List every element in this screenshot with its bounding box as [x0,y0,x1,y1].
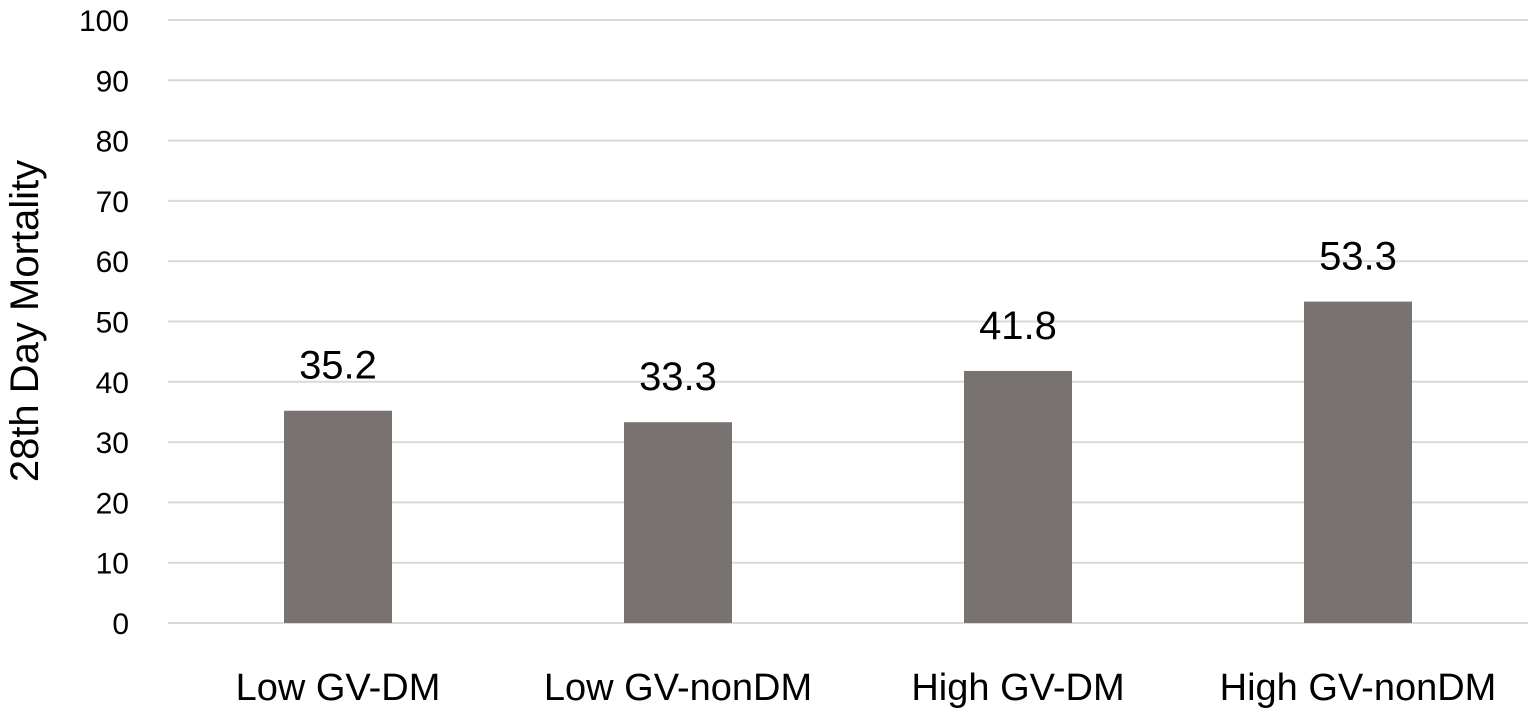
x-category-label: Low GV-nonDM [544,667,812,709]
y-axis-ticks: 0 10 20 30 40 50 60 70 80 90 100 [79,5,129,641]
bar [624,422,732,623]
x-category-label: High GV-DM [911,667,1124,709]
y-tick-label: 90 [96,65,129,98]
bars [284,301,1412,623]
y-tick-label: 70 [96,186,129,219]
y-tick-label: 60 [96,246,129,279]
y-tick-label: 10 [96,548,129,581]
x-category-label: High GV-nonDM [1220,667,1497,709]
bar [964,370,1072,623]
y-tick-label: 100 [79,5,129,38]
y-tick-label: 0 [112,608,129,641]
y-tick-label: 50 [96,307,129,340]
y-axis-title: 28th Day Mortality [3,160,47,482]
bar [284,410,392,623]
data-label: 35.2 [299,344,377,388]
y-tick-label: 30 [96,427,129,460]
gridlines [168,19,1528,624]
bar [1304,301,1412,623]
y-tick-label: 40 [96,367,129,400]
data-labels: 35.2 33.3 41.8 53.3 [299,235,1397,400]
x-axis-categories: Low GV-DM Low GV-nonDM High GV-DM High GV-n… [236,667,1497,709]
data-label: 53.3 [1319,235,1397,279]
y-tick-label: 80 [96,126,129,159]
data-label: 33.3 [639,355,717,399]
y-tick-label: 20 [96,487,129,520]
x-category-label: Low GV-DM [236,667,441,709]
data-label: 41.8 [979,304,1057,348]
